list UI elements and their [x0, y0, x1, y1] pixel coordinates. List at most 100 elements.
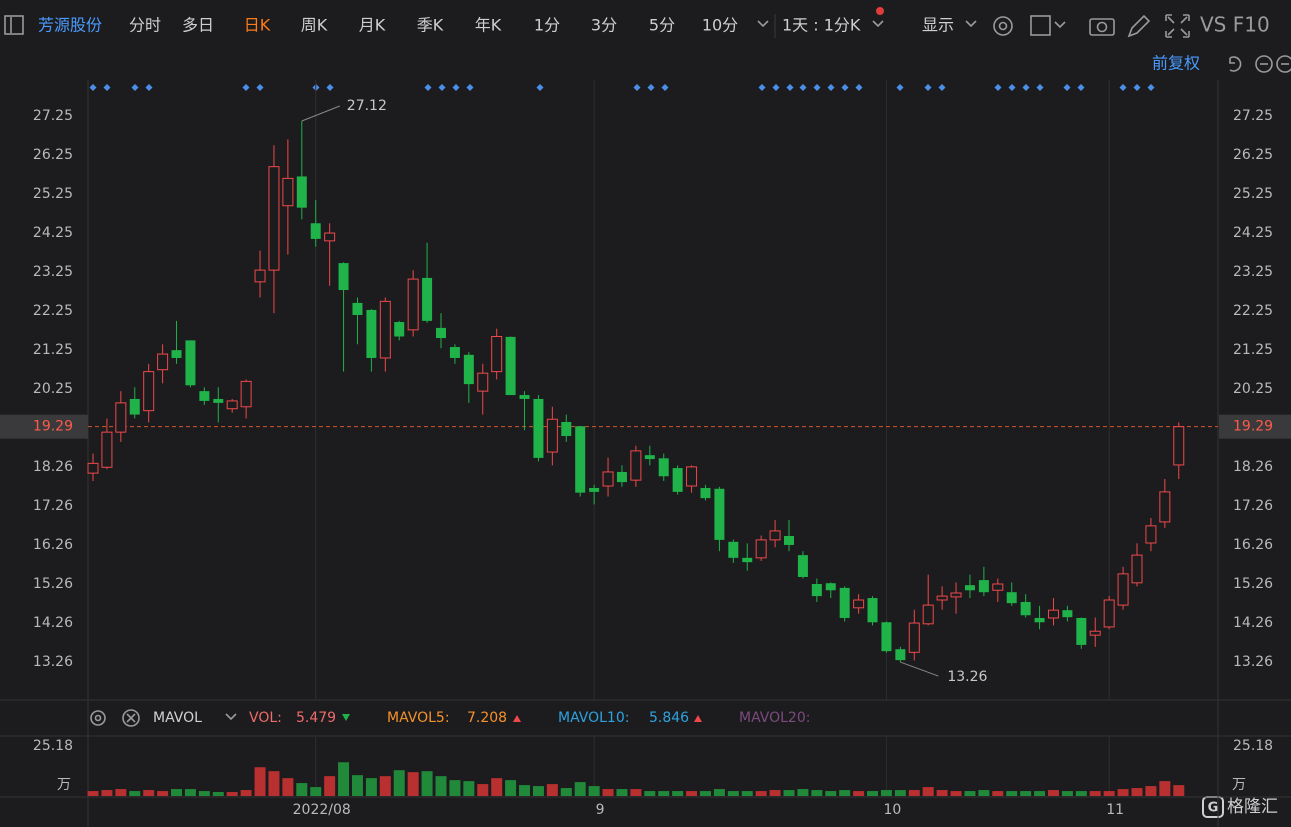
period-tab[interactable]: 月K: [359, 16, 386, 35]
candle-body: [936, 595, 948, 601]
volume-bar: [477, 784, 489, 796]
volume-bar: [658, 791, 670, 796]
candle-body: [1062, 610, 1073, 618]
draw-icon[interactable]: [1127, 14, 1151, 38]
volume-bar: [1006, 791, 1018, 796]
volume-tick-label-right: 25.18: [1233, 738, 1273, 754]
period-tab[interactable]: 分时: [129, 16, 161, 35]
overlay-dropdown[interactable]: [1054, 21, 1066, 29]
period-tab[interactable]: 周K: [301, 16, 328, 35]
period-tab[interactable]: 日K: [244, 16, 271, 35]
x-tick-label: 10: [884, 802, 902, 818]
zoom-out[interactable]: [1255, 55, 1273, 73]
volume-unit: 万: [57, 777, 71, 793]
period-tab[interactable]: 5分: [649, 16, 675, 35]
y-tick-label-right: 23.25: [1233, 264, 1273, 280]
y-tick-label-right: 18.26: [1233, 459, 1273, 475]
period-tab[interactable]: 季K: [417, 16, 444, 35]
stock-name[interactable]: 芳源股份: [38, 16, 102, 35]
volume-bar: [1061, 791, 1073, 796]
candle-body: [338, 263, 349, 291]
candle-body: [811, 584, 822, 597]
volume-close[interactable]: [122, 709, 140, 727]
period-tab[interactable]: 1分: [534, 16, 560, 35]
zoom-in[interactable]: [1276, 55, 1291, 73]
settings-icon[interactable]: [993, 16, 1013, 36]
volume-bar: [616, 789, 628, 796]
candle-body: [213, 398, 224, 403]
candle-body: [505, 336, 516, 396]
volume-bar: [351, 775, 363, 796]
y-tick-label: 22.25: [33, 303, 73, 319]
volume-bar: [379, 776, 391, 796]
fullscreen-icon[interactable]: [1165, 14, 1190, 38]
y-tick-label: 13.26: [33, 654, 73, 670]
period-tab[interactable]: 年K: [475, 16, 502, 35]
candle-body: [352, 302, 363, 316]
notice-dot: [876, 7, 884, 15]
current-price-box: [1219, 414, 1291, 439]
volume-settings[interactable]: [90, 710, 106, 726]
indicator-name[interactable]: MAVOL: [153, 710, 202, 726]
volume-bar: [1089, 791, 1101, 796]
y-tick-label-right: 22.25: [1233, 303, 1273, 319]
adjust-mode[interactable]: 前复权: [1152, 54, 1200, 73]
signal-marker: [1063, 84, 1071, 91]
period-tab[interactable]: 多日: [182, 16, 214, 35]
candle-body: [129, 398, 140, 415]
more-periods[interactable]: [757, 20, 769, 28]
volume-bar: [463, 781, 475, 796]
signal-marker: [633, 84, 641, 91]
display-dropdown[interactable]: [965, 20, 977, 28]
candle-body: [1103, 599, 1115, 628]
volume-bar: [101, 790, 113, 796]
vs-f10[interactable]: VS F10: [1200, 13, 1270, 37]
candle-body: [839, 587, 850, 618]
y-tick-label: 27.25: [33, 108, 73, 124]
volume-bar: [727, 791, 739, 796]
candle-body: [226, 400, 238, 410]
x-tick-label: 2022/08: [293, 802, 351, 818]
y-tick-label-right: 15.26: [1233, 576, 1273, 592]
candle-body: [171, 350, 182, 358]
screenshot-icon[interactable]: [1089, 18, 1115, 36]
candle-body: [87, 462, 99, 474]
candle-body: [797, 555, 808, 577]
candle-body: [1076, 617, 1087, 645]
volume-settings-core: [94, 714, 102, 722]
reset-icon[interactable]: [1229, 56, 1242, 72]
candle-body: [1131, 554, 1143, 584]
candle-body: [407, 278, 419, 331]
candle-body: [950, 592, 962, 598]
min-pointer: [900, 661, 939, 677]
volume-bar: [769, 790, 781, 796]
interval-dropdown[interactable]: [872, 20, 884, 28]
candle-body: [589, 487, 600, 492]
volume-bar: [602, 789, 614, 796]
volume-bar: [588, 786, 600, 796]
sidebar-toggle[interactable]: [4, 15, 24, 35]
signal-marker: [256, 84, 264, 91]
signal-marker: [1022, 84, 1030, 91]
max-label: 27.12: [347, 98, 387, 114]
period-tab[interactable]: 10分: [702, 16, 738, 35]
overlay-icon[interactable]: [1030, 15, 1051, 36]
signal-marker: [896, 84, 904, 91]
volume-bar: [644, 791, 656, 796]
legend-value: 5.846: [649, 710, 689, 726]
interval[interactable]: 1天 : 1分K: [782, 16, 861, 35]
candle-body: [630, 450, 642, 481]
legend-name: MAVOL10:: [558, 710, 629, 726]
candle-body: [519, 395, 530, 399]
indicator-dropdown[interactable]: [225, 713, 237, 721]
period-tab[interactable]: 3分: [591, 16, 617, 35]
legend-name: VOL:: [249, 710, 282, 726]
display-menu[interactable]: 显示: [922, 16, 954, 35]
volume-tick-label: 25.18: [33, 738, 73, 754]
volume-close-x: [126, 713, 136, 723]
signal-marker: [813, 84, 821, 91]
candle-body: [296, 176, 307, 208]
volume-bar: [964, 791, 976, 796]
volume-bar: [254, 767, 266, 796]
